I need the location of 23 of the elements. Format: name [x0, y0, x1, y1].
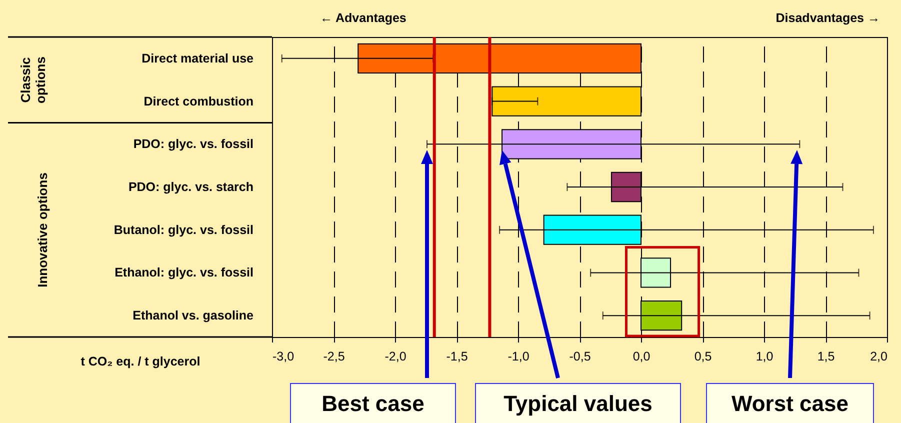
text: Disadvantages →: [776, 11, 880, 25]
x-tick-label: 1,0: [756, 350, 774, 364]
x-tick-label: 2,0: [870, 350, 888, 364]
x-tick-label: -1,0: [508, 350, 530, 364]
y-tick-label: PDO: glyc. vs. starch: [128, 180, 254, 194]
x-tick-label: -0,5: [569, 350, 591, 364]
text: Innovative options: [34, 171, 51, 290]
x-tick-label: -2,0: [384, 350, 406, 364]
x-tick-label: 1,5: [817, 350, 835, 364]
y-tick-label: PDO: glyc. vs. fossil: [133, 137, 254, 152]
x-tick-label: -1,5: [446, 350, 468, 364]
x-tick-label: 0,0: [632, 350, 650, 364]
x-tick-label: -2,5: [323, 350, 345, 364]
x-tick-label: -3,0: [272, 350, 294, 364]
y-tick-label: Ethanol: glyc. vs. fossil: [114, 266, 254, 280]
x-axis-title: t CO₂ eq. / t glycerol: [80, 354, 200, 368]
text: ← Advantages: [320, 11, 406, 25]
y-tick-label: Direct combustion: [144, 94, 254, 108]
text: Classic options: [17, 55, 49, 106]
y-tick-label: Direct material use: [142, 51, 254, 66]
y-tick-label: Butanol: glyc. vs. fossil: [114, 222, 254, 237]
x-tick-label: 0,5: [694, 350, 712, 364]
y-tick-label: Ethanol vs. gasoline: [132, 308, 254, 323]
